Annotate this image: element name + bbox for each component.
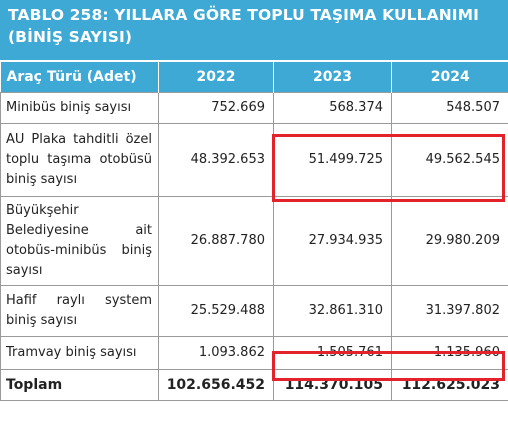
cell-2022: 25.529.488 [158, 285, 274, 337]
total-2022: 102.656.452 [158, 369, 274, 401]
cell-2023: 1.505.761 [273, 336, 392, 370]
header-vehicle-type: Araç Türü (Adet) [0, 62, 159, 93]
total-2024: 112.625.023 [391, 369, 508, 401]
header-year-2024: 2024 [391, 62, 508, 93]
table-row: Hafif raylı system biniş sayısı 25.529.4… [0, 285, 508, 337]
total-row: Toplam 102.656.452 114.370.105 112.625.0… [0, 369, 508, 401]
cell-2024: 49.562.545 [391, 123, 508, 197]
cell-2023: 27.934.935 [273, 196, 392, 286]
row-label: Minibüs biniş sayısı [0, 92, 159, 124]
header-year-2022: 2022 [158, 62, 274, 93]
cell-2024: 31.397.802 [391, 285, 508, 337]
transit-usage-table: Araç Türü (Adet) 2022 2023 2024 Minibüs … [0, 62, 508, 401]
cell-2022: 752.669 [158, 92, 274, 124]
cell-2024: 29.980.209 [391, 196, 508, 286]
table-header-row: Araç Türü (Adet) 2022 2023 2024 [0, 62, 508, 93]
row-label: Büyükşehir Belediyesine ait otobüs-minib… [0, 196, 159, 286]
table-row: Minibüs biniş sayısı 752.669 568.374 548… [0, 92, 508, 124]
total-label: Toplam [0, 369, 159, 401]
cell-2023: 32.861.310 [273, 285, 392, 337]
row-label: AU Plaka tahditli özel toplu taşıma otob… [0, 123, 159, 197]
row-label: Hafif raylı system biniş sayısı [0, 285, 159, 337]
table-row: Tramvay biniş sayısı 1.093.862 1.505.761… [0, 336, 508, 370]
table-title: TABLO 258: YILLARA GÖRE TOPLU TAŞIMA KUL… [0, 0, 508, 60]
cell-2023: 568.374 [273, 92, 392, 124]
cell-2024: 548.507 [391, 92, 508, 124]
cell-2022: 48.392.653 [158, 123, 274, 197]
table-row: AU Plaka tahditli özel toplu taşıma otob… [0, 123, 508, 197]
total-2023: 114.370.105 [273, 369, 392, 401]
cell-2023: 51.499.725 [273, 123, 392, 197]
cell-2022: 26.887.780 [158, 196, 274, 286]
table-row: Büyükşehir Belediyesine ait otobüs-minib… [0, 196, 508, 286]
header-year-2023: 2023 [273, 62, 392, 93]
cell-2024: 1.135.960 [391, 336, 508, 370]
row-label: Tramvay biniş sayısı [0, 336, 159, 370]
cell-2022: 1.093.862 [158, 336, 274, 370]
